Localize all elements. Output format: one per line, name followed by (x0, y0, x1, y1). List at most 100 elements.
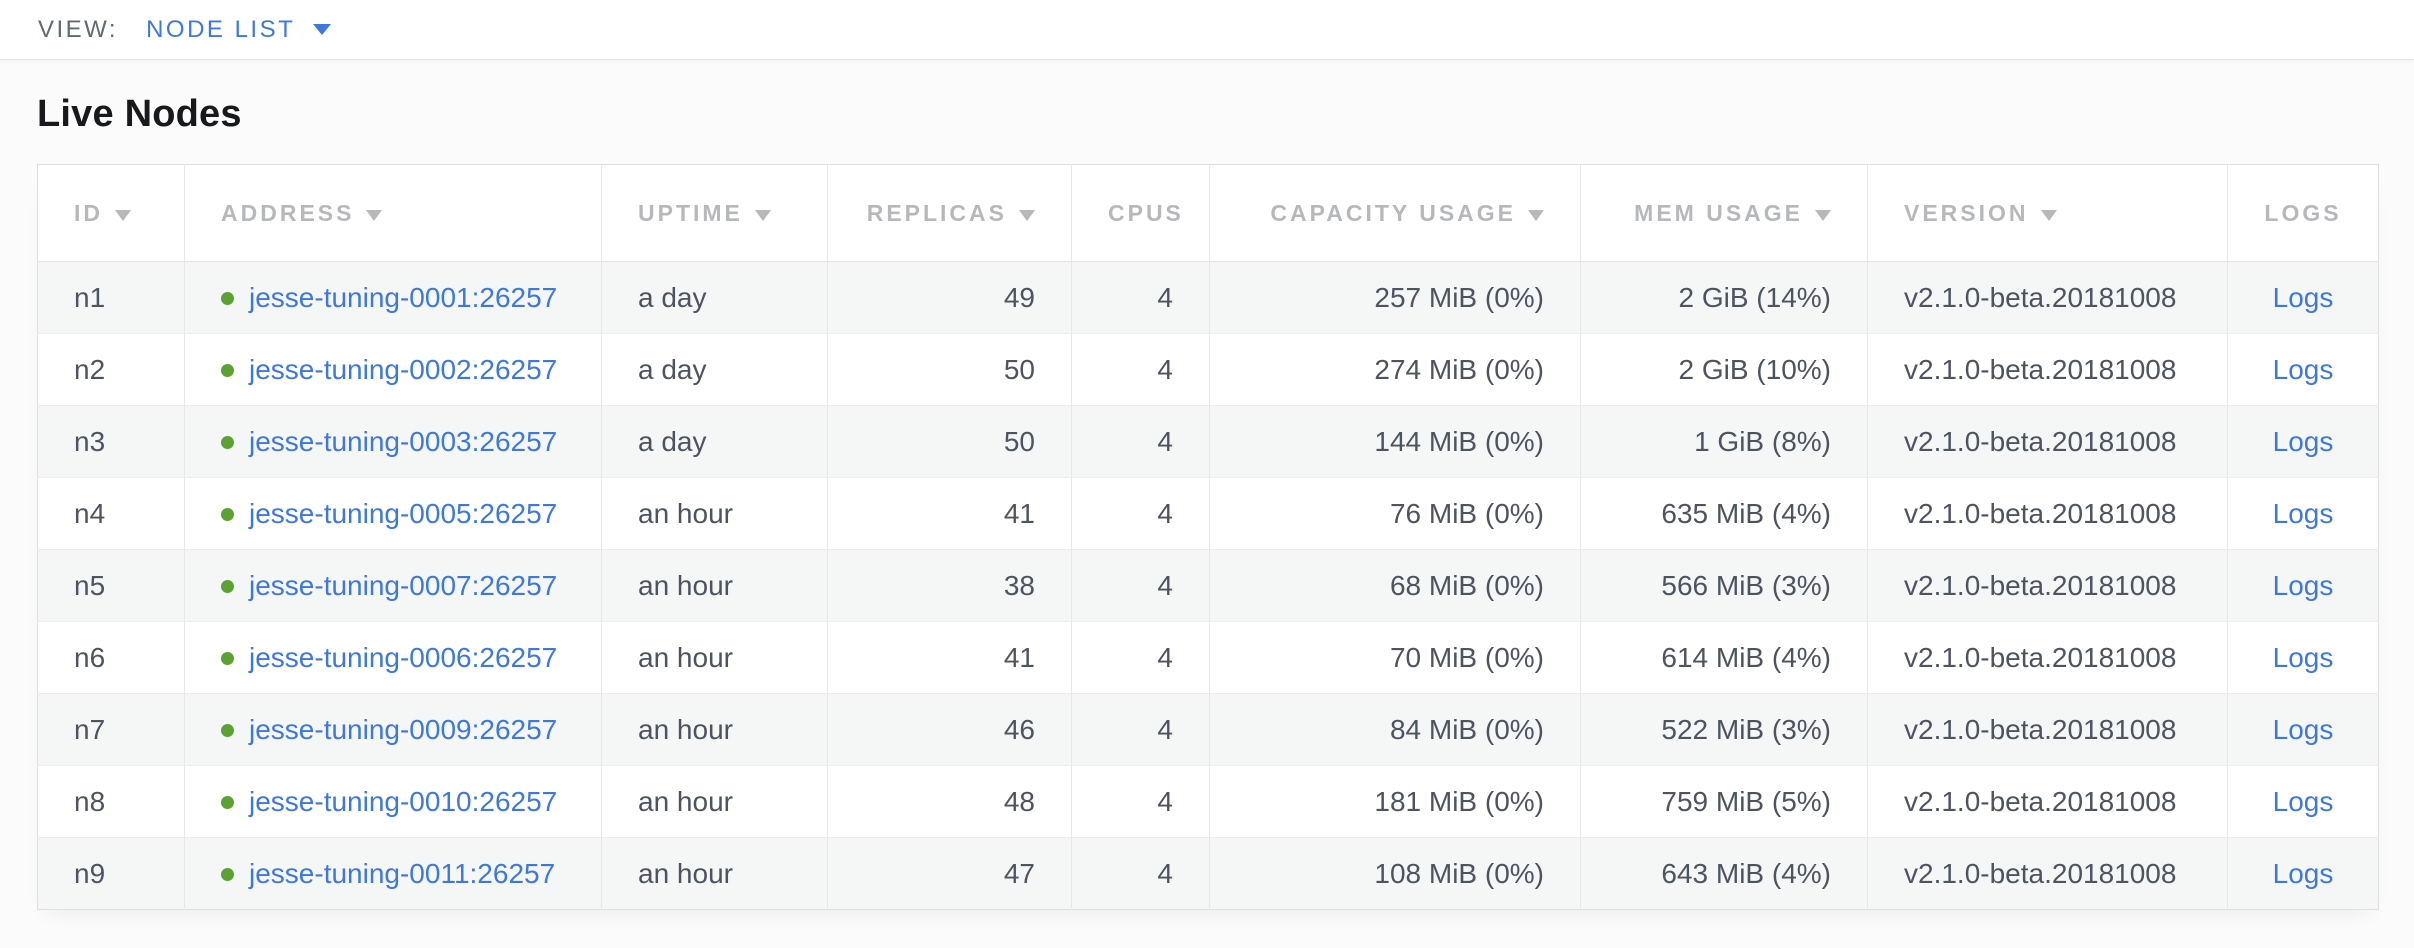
cell-value: 50 (1003, 425, 1035, 457)
address-link[interactable]: jesse-tuning-0005:26257 (249, 497, 558, 529)
address-link[interactable]: jesse-tuning-0007:26257 (249, 569, 558, 601)
cell-value: v2.1.0-beta.20181008 (1904, 353, 2177, 385)
column-header-capacity[interactable]: CAPACITY USAGE (1209, 164, 1581, 262)
column-header-mem[interactable]: MEM USAGE (1580, 164, 1868, 262)
cell-mem: 1 GiB (8%) (1580, 405, 1868, 478)
cell-cpus: 4 (1071, 549, 1210, 622)
cell-value: v2.1.0-beta.20181008 (1904, 569, 2177, 601)
logs-link[interactable]: Logs (2272, 857, 2334, 889)
column-header-label: REPLICAS (866, 199, 1007, 226)
address-link[interactable]: jesse-tuning-0011:26257 (249, 857, 556, 889)
cell-value: n5 (74, 569, 106, 601)
cell-id: n5 (38, 550, 185, 622)
address-link[interactable]: jesse-tuning-0003:26257 (249, 425, 558, 457)
cell-value: 614 MiB (4%) (1661, 641, 1831, 673)
logs-link[interactable]: Logs (2272, 425, 2334, 457)
cell-cpus: 4 (1071, 837, 1210, 910)
cell-value: an hour (638, 857, 733, 889)
cell-version: v2.1.0-beta.20181008 (1867, 405, 2228, 478)
cell-logs: Logs (2227, 549, 2379, 622)
column-header-label: ADDRESS (221, 199, 355, 226)
node-healthy-status-icon (221, 651, 234, 665)
cell-cpus: 4 (1071, 261, 1210, 334)
cell-logs: Logs (2227, 477, 2379, 550)
cell-value: 4 (1157, 641, 1173, 673)
cell-id: n3 (38, 406, 185, 478)
table-row: n9 jesse-tuning-0011:26257 an hour 47 4 108 M… (37, 837, 2379, 910)
logs-link[interactable]: Logs (2272, 353, 2334, 385)
column-header-address[interactable]: ADDRESS (184, 164, 602, 262)
cell-address: jesse-tuning-0005:26257 (184, 477, 602, 550)
node-healthy-status-icon (221, 867, 234, 881)
cell-value: 181 MiB (0%) (1374, 785, 1544, 817)
cell-address: jesse-tuning-0001:26257 (184, 261, 602, 334)
sort-desc-icon (115, 209, 131, 221)
cell-capacity: 108 MiB (0%) (1209, 837, 1581, 910)
cell-value: an hour (638, 497, 733, 529)
cell-capacity: 68 MiB (0%) (1209, 549, 1581, 622)
cell-value: 4 (1157, 569, 1173, 601)
logs-link[interactable]: Logs (2272, 641, 2334, 673)
cell-value: 2 GiB (10%) (1678, 353, 1832, 385)
cell-capacity: 144 MiB (0%) (1209, 405, 1581, 478)
cell-value: v2.1.0-beta.20181008 (1904, 281, 2177, 313)
logs-link[interactable]: Logs (2272, 785, 2334, 817)
column-header-version[interactable]: VERSION (1867, 164, 2228, 262)
cell-value: 2 GiB (14%) (1678, 281, 1832, 313)
cell-value: 50 (1003, 353, 1035, 385)
view-selector-dropdown[interactable]: NODE LIST (146, 16, 332, 44)
cell-value: 41 (1003, 641, 1035, 673)
cell-replicas: 49 (827, 261, 1072, 334)
column-header-replicas[interactable]: REPLICAS (827, 164, 1072, 262)
cell-replicas: 41 (827, 621, 1072, 694)
address-link[interactable]: jesse-tuning-0001:26257 (249, 281, 558, 313)
node-healthy-status-icon (221, 291, 234, 305)
table-row: n2 jesse-tuning-0002:26257 a day 50 4 274 MiB… (37, 333, 2379, 406)
sort-desc-icon (1019, 209, 1035, 221)
node-healthy-status-icon (221, 723, 234, 737)
address-link[interactable]: jesse-tuning-0006:26257 (249, 641, 558, 673)
sort-desc-icon (366, 209, 383, 221)
cell-value: 41 (1003, 497, 1035, 529)
logs-link[interactable]: Logs (2272, 569, 2334, 601)
cell-logs: Logs (2227, 621, 2379, 694)
cell-value: 70 MiB (0%) (1389, 641, 1544, 673)
cell-value: 76 MiB (0%) (1389, 497, 1544, 529)
logs-link[interactable]: Logs (2272, 281, 2334, 313)
cell-mem: 759 MiB (5%) (1580, 765, 1868, 838)
cell-value: v2.1.0-beta.20181008 (1904, 425, 2177, 457)
cell-value: 4 (1157, 425, 1173, 457)
address-link[interactable]: jesse-tuning-0009:26257 (249, 713, 558, 745)
cell-uptime: an hour (601, 477, 828, 550)
column-header-id[interactable]: ID (37, 164, 185, 262)
sort-desc-icon (1528, 209, 1544, 221)
cell-value: 522 MiB (3%) (1661, 713, 1831, 745)
address-link[interactable]: jesse-tuning-0002:26257 (249, 353, 558, 385)
cell-uptime: an hour (601, 693, 828, 766)
cell-value: 759 MiB (5%) (1661, 785, 1831, 817)
cell-address: jesse-tuning-0007:26257 (184, 549, 602, 622)
address-link[interactable]: jesse-tuning-0010:26257 (249, 785, 558, 817)
logs-link[interactable]: Logs (2272, 497, 2334, 529)
cell-replicas: 38 (827, 549, 1072, 622)
cell-value: 4 (1157, 281, 1173, 313)
cell-cpus: 4 (1071, 477, 1210, 550)
cell-replicas: 46 (827, 693, 1072, 766)
cell-value: 566 MiB (3%) (1661, 569, 1831, 601)
cell-cpus: 4 (1071, 621, 1210, 694)
cell-logs: Logs (2227, 261, 2379, 334)
cell-value: 1 GiB (8%) (1694, 425, 1831, 457)
cell-value: 48 (1003, 785, 1035, 817)
logs-link[interactable]: Logs (2272, 713, 2334, 745)
cell-uptime: an hour (601, 765, 828, 838)
cell-logs: Logs (2227, 693, 2379, 766)
page-title: Live Nodes (37, 93, 242, 135)
node-healthy-status-icon (221, 795, 234, 809)
cell-uptime: an hour (601, 621, 828, 694)
cell-id: n1 (38, 262, 185, 334)
cell-value: an hour (638, 569, 733, 601)
column-header-uptime[interactable]: UPTIME (601, 164, 828, 262)
cell-value: n3 (74, 425, 106, 457)
cell-id: n9 (38, 838, 185, 910)
cell-version: v2.1.0-beta.20181008 (1867, 477, 2228, 550)
